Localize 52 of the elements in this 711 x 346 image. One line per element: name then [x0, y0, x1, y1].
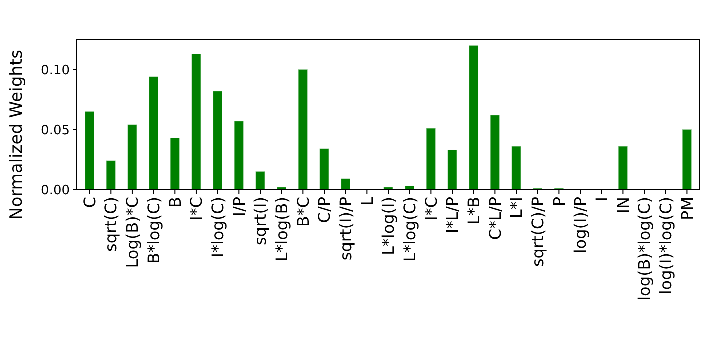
bar: [682, 130, 692, 190]
y-tick-label: 0.10: [41, 64, 70, 79]
bar: [320, 148, 330, 190]
bar: [469, 46, 479, 190]
bar: [490, 115, 500, 190]
bar: [170, 138, 180, 190]
x-tick-label: B*C: [294, 197, 313, 228]
x-tick-label: I*C: [422, 197, 441, 221]
x-tick-label: sqrt(I): [251, 197, 270, 246]
x-tick-label: B*log(C): [144, 197, 164, 264]
bar: [85, 112, 94, 190]
x-tick-label: L*I: [507, 197, 526, 219]
x-tick-label: log(I)*log(C): [656, 197, 676, 295]
bar: [128, 124, 138, 190]
x-tick-label: L*log(I): [379, 197, 398, 256]
bar: [213, 91, 222, 190]
x-tick-label: C/P: [315, 196, 334, 224]
x-tick-label: Log(B)*C: [123, 197, 142, 268]
bar: [298, 70, 308, 190]
x-tick-label: L*log(B): [272, 197, 292, 262]
x-tick-label: C: [80, 197, 100, 208]
x-tick-label: PM: [678, 197, 697, 220]
x-tick-label: P: [550, 196, 569, 207]
x-tick-label: sqrt(C): [102, 197, 121, 252]
x-tick-label: log(I)/P: [571, 196, 590, 254]
bar: [234, 121, 244, 190]
y-axis-title: Normalized Weights: [7, 50, 27, 220]
bar: [512, 146, 522, 190]
bar: [149, 76, 158, 190]
x-tick-label: L*log(C): [400, 197, 420, 262]
y-tick-label: 0.00: [41, 184, 70, 199]
x-tick-label: L: [358, 196, 377, 206]
x-tick-label: sqrt(C)/P: [528, 196, 548, 268]
x-tick-label: I: [592, 197, 612, 202]
x-tick-label: sqrt(I)/P: [336, 196, 356, 261]
x-tick-label: I*C: [187, 197, 206, 221]
x-tick-label: I/P: [230, 196, 249, 217]
y-tick-label: 0.05: [41, 124, 70, 139]
bar: [256, 172, 266, 190]
x-tick-label: I*L/P: [443, 196, 462, 234]
bar: [426, 128, 436, 190]
bar: [192, 54, 202, 190]
x-tick-label: I*log(C): [208, 197, 228, 258]
x-tick-label: C*L/P: [486, 196, 505, 240]
x-tick-label: log(B)*log(C): [635, 197, 654, 301]
x-tick-label: L*B: [464, 197, 484, 225]
x-tick-label: IN: [614, 197, 633, 214]
bar: [618, 146, 628, 190]
bar: [341, 178, 350, 190]
x-tick-label: B: [166, 197, 185, 208]
bar: [106, 160, 116, 190]
bar: [448, 150, 458, 190]
